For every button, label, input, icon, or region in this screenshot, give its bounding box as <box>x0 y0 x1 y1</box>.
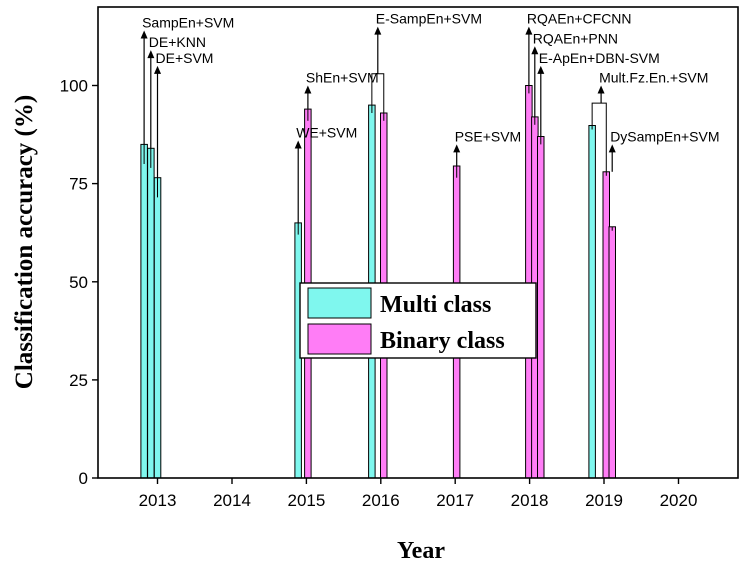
plot-frame <box>97 6 739 479</box>
annotation-label-11: DySampEn+SVM <box>610 128 719 144</box>
y-tick-label-4: 100 <box>60 77 88 96</box>
bar-10 <box>537 136 545 479</box>
annotation-arrowhead-10 <box>597 85 605 94</box>
annotation-label-4: ShEn+SVM <box>306 70 379 86</box>
y-tick-label-1: 25 <box>69 371 88 390</box>
annotation-arrowhead-11 <box>608 144 616 153</box>
x-tick-label-7: 2020 <box>660 491 698 510</box>
ticks-layer: 0 25 50 75 100 2013 2014 2015 2016 2017 2018 2019 20… <box>60 77 698 511</box>
y-tick-label-0: 0 <box>79 469 88 488</box>
annotation-label-2: DE+SVM <box>156 50 214 66</box>
legend-swatch-multi <box>307 287 372 319</box>
annotation-label-1: DE+KNN <box>149 34 206 50</box>
annotation-label-0: SampEn+SVM <box>142 15 234 31</box>
legend-label-binary: Binary class <box>380 328 505 354</box>
y-axis-label: Classification accuracy (%) <box>11 95 38 389</box>
bars-layer <box>140 85 616 479</box>
group-bracket-1 <box>591 102 607 172</box>
x-tick-label-5: 2018 <box>511 491 549 510</box>
bar-2 <box>153 177 162 479</box>
annotation-label-9: E-ApEn+DBN-SVM <box>539 50 660 66</box>
bar-1 <box>147 147 155 479</box>
annotation-arrowhead-7 <box>525 26 533 35</box>
annotation-arrowhead-4 <box>304 85 312 94</box>
annotation-arrowhead-9 <box>537 65 545 74</box>
annotation-arrowhead-6 <box>453 144 461 153</box>
annotation-arrowhead-3 <box>294 140 302 149</box>
x-tick-label-3: 2016 <box>362 491 400 510</box>
annotation-label-6: PSE+SVM <box>455 128 522 144</box>
brackets-layer <box>371 73 607 172</box>
annotation-arrowhead-2 <box>154 65 162 74</box>
annotation-label-8: RQAEn+PNN <box>533 30 618 46</box>
annotation-label-7: RQAEn+CFCNN <box>527 11 632 27</box>
annotation-arrowhead-5 <box>374 26 382 35</box>
annotation-label-10: Mult.Fz.En.+SVM <box>599 70 708 86</box>
annotation-arrowhead-8 <box>531 46 539 55</box>
x-tick-label-1: 2014 <box>213 491 251 510</box>
bar-13 <box>608 226 616 479</box>
x-tick-label-4: 2017 <box>436 491 474 510</box>
annotation-label-3: WE+SVM <box>296 124 357 140</box>
bar-11 <box>588 125 596 479</box>
axes-layer <box>97 6 739 479</box>
x-tick-label-6: 2019 <box>585 491 623 510</box>
annotation-arrowhead-0 <box>140 30 148 39</box>
y-tick-label-3: 75 <box>69 175 88 194</box>
legend-swatch-binary <box>307 323 372 355</box>
x-tick-label-2: 2015 <box>287 491 325 510</box>
annotation-arrowhead-1 <box>147 50 155 59</box>
annotation-label-5: E-SampEn+SVM <box>376 11 482 27</box>
x-tick-label-0: 2013 <box>139 491 177 510</box>
bar-0 <box>140 143 148 479</box>
x-axis-label: Year <box>397 538 445 564</box>
group-bracket-0 <box>371 73 385 113</box>
y-tick-label-2: 50 <box>69 273 88 292</box>
legend-label-multi: Multi class <box>380 292 491 318</box>
legend: Multi class Binary class <box>299 282 537 359</box>
